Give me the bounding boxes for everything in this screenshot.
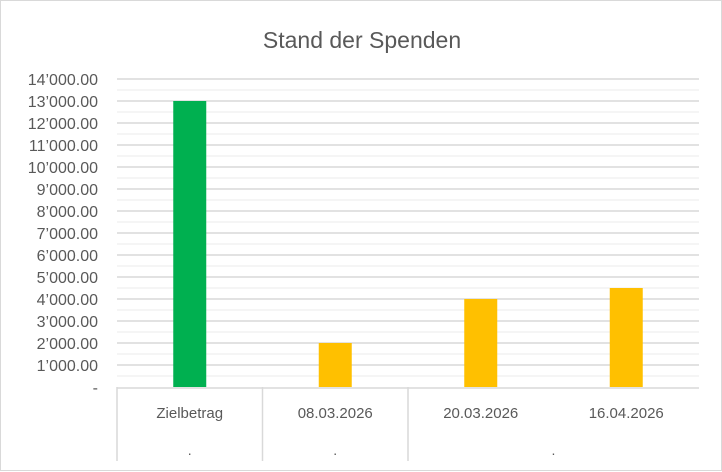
x-tick-label: 20.03.2026 [443, 405, 518, 422]
y-tick-label: 5’000.00 [37, 270, 98, 287]
y-tick-label: 13’000.00 [28, 94, 98, 111]
x-tick-label: Zielbetrag [156, 405, 223, 422]
x-tick-label: 08.03.2026 [298, 405, 373, 422]
group-label: . [333, 442, 337, 458]
y-tick-label: 12’000.00 [28, 116, 98, 133]
y-tick-label: 1’000.00 [37, 358, 98, 375]
y-tick-label: 2’000.00 [37, 336, 98, 353]
y-tick-label: 10’000.00 [28, 160, 98, 177]
group-label: . [552, 442, 556, 458]
bar-20.03.2026 [464, 299, 498, 387]
group-label: . [188, 442, 192, 458]
x-tick-label: 16.04.2026 [589, 405, 664, 422]
y-tick-label: 14’000.00 [28, 72, 98, 89]
bar-16.04.2026 [609, 288, 643, 387]
y-tick-label: 7’000.00 [37, 226, 98, 243]
y-tick-label: 3’000.00 [37, 314, 98, 331]
bar-zielbetrag [173, 101, 207, 387]
y-tick-label: 6’000.00 [37, 248, 98, 265]
y-tick-label: - [93, 380, 98, 397]
y-tick-label: 9’000.00 [37, 182, 98, 199]
y-tick-label: 4’000.00 [37, 292, 98, 309]
y-tick-label: 8’000.00 [37, 204, 98, 221]
bar-08.03.2026 [318, 343, 352, 387]
y-tick-label: 11’000.00 [29, 138, 98, 155]
chart-title: Stand der Spenden [263, 27, 461, 53]
